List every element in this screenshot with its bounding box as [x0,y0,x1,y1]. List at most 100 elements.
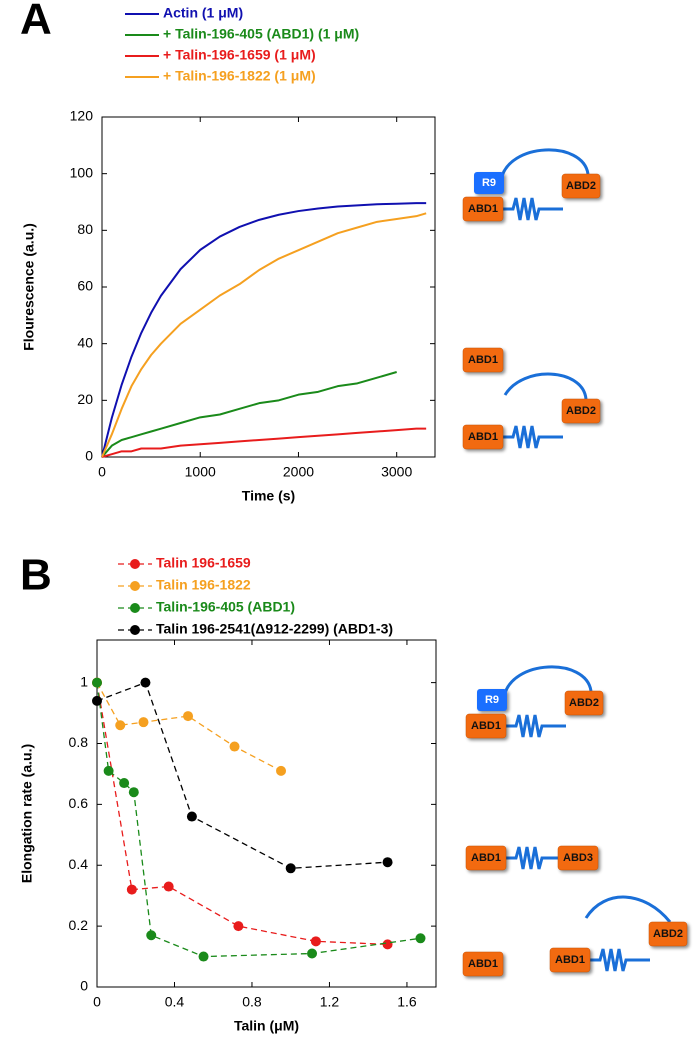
abd-box [462,424,504,450]
abd-box [465,713,507,739]
domain-label: R9 [482,177,496,189]
data-point [382,939,393,950]
y-tick-label: 120 [70,108,94,124]
abd-box [462,951,504,977]
y-tick-label: 0 [80,978,88,994]
domain-diagram: R9 ABD1 ABD2 [462,148,601,222]
plot-frame [101,116,436,458]
legend-swatch [130,559,140,569]
plot-frame [96,639,437,988]
linker [502,665,593,698]
series-line [101,371,397,458]
legend-label: Talin-196-405 (ABD1) [156,599,295,615]
abd-box [462,196,504,222]
x-tick-label: 3000 [381,464,412,480]
y-tick-label: 0.4 [69,856,89,872]
data-point [126,884,137,895]
panel-label: A [20,0,52,44]
x-tick-label: 1.6 [397,994,417,1010]
abd-box [465,845,507,871]
panel-label: B [20,551,52,600]
linker [503,372,588,400]
domain-label: ABD1 [555,954,585,966]
series-line [101,427,427,458]
data-point [415,933,426,944]
data-point [382,857,393,868]
data-point [233,921,244,932]
domain-diagram: ABD1 [462,347,504,373]
linker [499,148,590,181]
domain-label: ABD2 [566,180,596,192]
domain-diagram: ABD1 [462,951,504,977]
series-line [96,682,282,772]
data-point [186,811,197,822]
data-point [103,765,114,776]
legend-label: Talin 196-1822 [156,577,251,593]
domain-label: R9 [485,694,499,706]
domain-diagram: ABD1 ABD3 [465,845,599,871]
y-tick-label: 1 [80,673,88,689]
data-point [229,741,240,752]
legend-label: Talin 196-1659 [156,555,251,571]
domain-label: ABD1 [471,720,501,732]
abd-box [549,947,591,973]
x-axis-title: Time (s) [242,488,295,504]
y-tick-label: 100 [70,164,94,180]
y-tick-label: 0.2 [69,917,89,933]
domain-label: ABD1 [468,431,498,443]
domain-label: ABD1 [468,203,498,215]
x-tick-label: 0.4 [165,994,185,1010]
legend-label: + Talin-196-405 (ABD1) (1 μM) [163,26,359,42]
legend-label: Talin 196-2541(Δ912-2299) (ABD1-3) [156,621,393,637]
y-tick-label: 40 [77,334,93,350]
domain-diagram: ABD1 ABD2 [549,895,688,973]
domain-label: ABD1 [471,852,501,864]
series-line [101,202,427,458]
y-tick-label: 80 [77,221,93,237]
data-point [119,778,130,789]
data-point [92,677,102,688]
data-point [140,677,151,688]
y-axis-title: Flourescence (a.u.) [21,223,37,351]
legend-swatch [130,625,140,635]
y-axis-title: Elongation rate (a.u.) [19,744,35,883]
legend-swatch [130,581,140,591]
abd-box [561,398,601,424]
data-point [115,720,126,731]
data-point [183,711,194,722]
y-tick-label: 0.8 [69,734,89,750]
spring [506,846,560,870]
data-point [146,930,157,941]
legend-label: + Talin-196-1659 (1 μM) [163,47,316,63]
domain-label: ABD2 [566,405,596,417]
spring [503,425,563,449]
series-line [96,682,388,946]
x-tick-label: 0.8 [242,994,262,1010]
abd-box [564,690,604,716]
x-tick-label: 0 [93,994,101,1010]
data-point [138,717,149,728]
y-tick-label: 0.6 [69,795,89,811]
series-line [101,212,427,458]
x-tick-label: 0 [98,464,106,480]
spring [503,197,563,221]
y-tick-label: 60 [77,278,93,294]
domain-label: ABD3 [563,852,593,864]
domain-label: ABD1 [468,958,498,970]
abd-box [648,921,688,947]
data-point [310,936,321,947]
legend-swatch [130,603,140,613]
y-tick-label: 0 [85,448,93,464]
r9-box [477,689,507,711]
data-point [163,881,174,892]
abd-box [561,173,601,199]
data-point [276,765,287,776]
r9-box [474,172,504,194]
legend-label: Actin (1 μM) [163,5,243,21]
abd-box [462,347,504,373]
domain-label: ABD2 [569,697,599,709]
legend-label: + Talin-196-1822 (1 μM) [163,68,316,84]
x-tick-label: 1.2 [320,994,340,1010]
spring [590,948,650,972]
abd-box [557,845,599,871]
